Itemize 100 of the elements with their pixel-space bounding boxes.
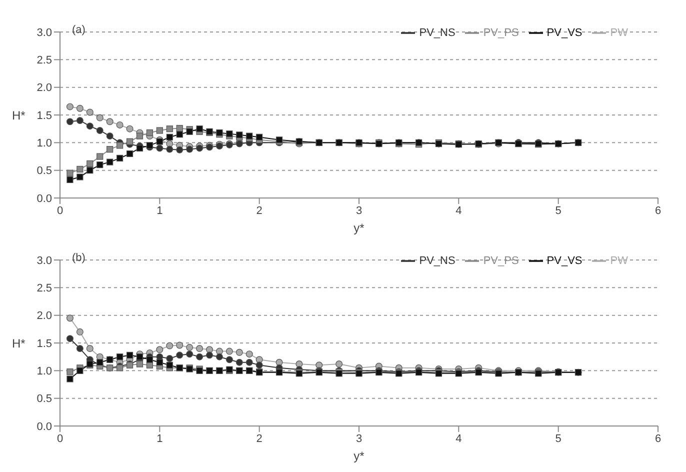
point <box>136 144 144 152</box>
x-tick-label: 5 <box>555 204 562 217</box>
point <box>176 342 184 349</box>
point <box>126 150 134 158</box>
point <box>86 122 94 130</box>
point <box>156 359 163 366</box>
point <box>196 345 204 352</box>
x-tick-label: 0 <box>56 204 64 217</box>
point <box>86 345 94 352</box>
point <box>166 134 173 140</box>
point <box>166 342 174 350</box>
point <box>336 360 343 368</box>
y-tick-label: 1.0 <box>36 138 52 150</box>
point <box>66 118 74 126</box>
point <box>106 132 114 140</box>
x-tick-label: 0 <box>56 432 64 445</box>
point <box>86 108 94 116</box>
point <box>76 367 84 374</box>
point <box>146 356 153 363</box>
annotation: (b) <box>72 252 86 264</box>
y-tick-label: 1.5 <box>36 338 52 350</box>
point <box>186 350 194 358</box>
legend-label: PV_VS <box>546 254 582 267</box>
x-tick-label: 1 <box>156 204 163 217</box>
point <box>136 132 144 140</box>
point <box>176 131 183 138</box>
point <box>66 376 74 382</box>
point <box>66 368 74 376</box>
point <box>236 348 243 356</box>
x-tick-label: 4 <box>456 204 462 217</box>
point <box>96 126 104 134</box>
x-axis-title: y* <box>354 221 365 235</box>
point <box>226 356 233 364</box>
point <box>76 117 84 124</box>
x-tick-label: 2 <box>256 204 262 217</box>
x-tick-label: 5 <box>555 432 562 445</box>
x-tick-label: 4 <box>456 432 462 445</box>
y-tick-label: 3.0 <box>36 254 52 267</box>
point <box>86 167 94 174</box>
point <box>216 348 223 355</box>
y-tick-label: 2.5 <box>36 54 52 67</box>
legend-label: PV_PS <box>483 254 519 267</box>
point <box>176 124 183 132</box>
point <box>126 138 134 145</box>
point <box>66 314 74 322</box>
point <box>166 354 174 362</box>
point <box>246 132 253 140</box>
point <box>236 358 243 366</box>
point <box>166 126 173 132</box>
legend-label: PW <box>610 26 628 39</box>
point <box>256 362 263 369</box>
point <box>156 127 163 134</box>
legend-label: PV_NS <box>419 26 456 39</box>
x-tick-label: 1 <box>156 432 163 445</box>
point <box>126 125 134 132</box>
point <box>96 359 104 366</box>
point <box>106 118 114 126</box>
x-tick-label: 2 <box>256 432 262 445</box>
annotation: (a) <box>72 24 86 36</box>
point <box>76 166 84 173</box>
point <box>76 328 84 336</box>
point <box>116 142 124 149</box>
y-tick-label: 0.5 <box>36 165 52 178</box>
x-tick-label: 3 <box>356 432 362 445</box>
point <box>136 360 144 368</box>
point <box>106 158 114 166</box>
point <box>246 350 253 358</box>
legend-label: PW <box>610 254 628 267</box>
point <box>66 335 74 342</box>
point <box>166 362 173 368</box>
point <box>136 354 144 360</box>
x-tick-label: 6 <box>654 204 662 217</box>
y-tick-label: 3.0 <box>36 26 52 39</box>
point <box>116 121 124 128</box>
point <box>146 129 153 136</box>
point <box>96 162 104 168</box>
y-axis-title: H* <box>12 336 26 350</box>
point <box>226 348 233 355</box>
point <box>96 114 104 122</box>
point <box>186 344 194 351</box>
y-tick-label: 0.0 <box>36 420 52 433</box>
x-tick-label: 6 <box>654 432 662 445</box>
point <box>216 353 223 360</box>
point <box>156 346 164 354</box>
point <box>116 354 124 360</box>
legend-label: PV_VS <box>546 26 582 39</box>
legend-label: PV_NS <box>419 254 456 267</box>
point <box>246 358 253 366</box>
point <box>176 146 184 154</box>
point <box>196 126 203 132</box>
point <box>66 170 74 176</box>
point <box>76 174 84 180</box>
point <box>166 146 174 153</box>
point <box>106 146 114 153</box>
point <box>66 176 74 184</box>
y-tick-label: 1.0 <box>36 366 52 378</box>
point <box>196 353 204 360</box>
y-tick-label: 0.0 <box>36 192 52 205</box>
point <box>76 345 84 352</box>
point <box>176 352 184 359</box>
